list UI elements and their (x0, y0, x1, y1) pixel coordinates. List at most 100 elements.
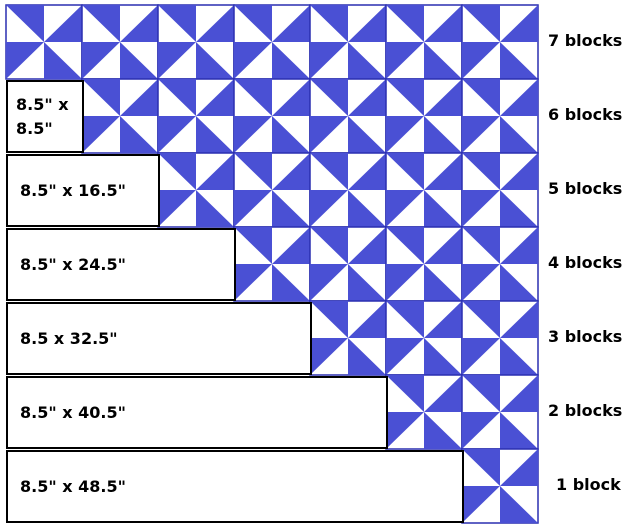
pinwheel-triangle (348, 338, 386, 375)
pinwheel-triangle (462, 116, 500, 153)
pinwheel-triangle (234, 79, 272, 116)
size-label: 8.5" x 8.5" (6, 80, 84, 153)
pinwheel-triangle (348, 264, 386, 301)
pinwheel-triangle (424, 375, 462, 412)
pinwheel-triangle (500, 264, 538, 301)
pinwheel-triangle (196, 79, 234, 116)
pinwheel-triangle (310, 190, 348, 227)
pinwheel-triangle (82, 5, 120, 42)
pinwheel-triangle (310, 5, 348, 42)
pinwheel-triangle (310, 79, 348, 116)
pinwheel-triangle (500, 375, 538, 412)
block-count: 7 blocks (548, 31, 623, 50)
pinwheel-triangle (272, 153, 310, 190)
pinwheel-triangle (234, 227, 272, 264)
pinwheel-triangle (6, 5, 44, 42)
size-label: 8.5" x 40.5" (6, 376, 388, 449)
pinwheel-triangle (6, 42, 44, 79)
pinwheel-triangle (462, 153, 500, 190)
pinwheel-triangle (424, 227, 462, 264)
pinwheel-triangle (386, 190, 424, 227)
pinwheel-triangle (500, 486, 538, 523)
pinwheel-triangle (386, 338, 424, 375)
pinwheel-triangle (120, 79, 158, 116)
pinwheel-triangle (462, 5, 500, 42)
pinwheel-triangle (462, 264, 500, 301)
pinwheel-triangle (196, 153, 234, 190)
pinwheel-triangle (462, 42, 500, 79)
pinwheel-triangle (424, 412, 462, 449)
pinwheel-triangle (386, 153, 424, 190)
pinwheel-triangle (500, 153, 538, 190)
pinwheel-triangle (424, 338, 462, 375)
pinwheel-triangle (500, 79, 538, 116)
block-count: 4 blocks (548, 253, 623, 272)
pinwheel-triangle (462, 375, 500, 412)
pinwheel-triangle (234, 264, 272, 301)
pinwheel-triangle (158, 5, 196, 42)
pinwheel-triangle (272, 116, 310, 153)
pinwheel-triangle (310, 301, 348, 338)
pinwheel-triangle (500, 190, 538, 227)
pinwheel-triangle (424, 42, 462, 79)
pinwheel-triangle (462, 301, 500, 338)
pinwheel-triangle (386, 301, 424, 338)
block-count: 6 blocks (548, 105, 623, 124)
pinwheel-triangle (424, 116, 462, 153)
pinwheel-triangle (82, 79, 120, 116)
pinwheel-triangle (424, 5, 462, 42)
pinwheel-triangle (158, 190, 196, 227)
pinwheel-triangle (196, 42, 234, 79)
pinwheel-triangle (82, 116, 120, 153)
pinwheel-triangle (272, 42, 310, 79)
pinwheel-triangle (82, 42, 120, 79)
pinwheel-triangle (462, 227, 500, 264)
pinwheel-triangle (348, 5, 386, 42)
pinwheel-triangle (424, 190, 462, 227)
pinwheel-triangle (462, 79, 500, 116)
pinwheel-triangle (272, 264, 310, 301)
pinwheel-triangle (310, 264, 348, 301)
pinwheel-triangle (44, 5, 82, 42)
pinwheel-triangle (424, 264, 462, 301)
pinwheel-triangle (310, 42, 348, 79)
pinwheel-triangle (234, 190, 272, 227)
pinwheel-triangle (462, 338, 500, 375)
pinwheel-triangle (310, 116, 348, 153)
pinwheel-triangle (348, 116, 386, 153)
pinwheel-triangle (500, 301, 538, 338)
size-label: 8.5 x 32.5" (6, 302, 312, 375)
pinwheel-triangle (462, 412, 500, 449)
pinwheel-triangle (158, 42, 196, 79)
pinwheel-triangle (500, 42, 538, 79)
pinwheel-triangle (310, 338, 348, 375)
pinwheel-triangle (386, 79, 424, 116)
pinwheel-triangle (500, 227, 538, 264)
size-label: 8.5" x 16.5" (6, 154, 160, 227)
pinwheel-triangle (424, 301, 462, 338)
size-label: 8.5" x 48.5" (6, 450, 464, 523)
pinwheel-triangle (272, 227, 310, 264)
pinwheel-triangle (120, 42, 158, 79)
pinwheel-triangle (500, 338, 538, 375)
size-label: 8.5" x 24.5" (6, 228, 236, 301)
pinwheel-triangle (234, 5, 272, 42)
pinwheel-triangle (500, 5, 538, 42)
pinwheel-triangle (310, 227, 348, 264)
pinwheel-triangle (158, 79, 196, 116)
pinwheel-triangle (462, 190, 500, 227)
pinwheel-triangle (462, 486, 500, 523)
pinwheel-triangle (386, 42, 424, 79)
pinwheel-triangle (196, 116, 234, 153)
pinwheel-triangle (386, 375, 424, 412)
block-count: 2 blocks (548, 401, 623, 420)
block-count: 5 blocks (548, 179, 623, 198)
pinwheel-triangle (500, 449, 538, 486)
pinwheel-triangle (386, 227, 424, 264)
pinwheel-triangle (234, 116, 272, 153)
pinwheel-triangle (120, 116, 158, 153)
block-count: 1 block (556, 475, 621, 494)
pinwheel-triangle (462, 449, 500, 486)
